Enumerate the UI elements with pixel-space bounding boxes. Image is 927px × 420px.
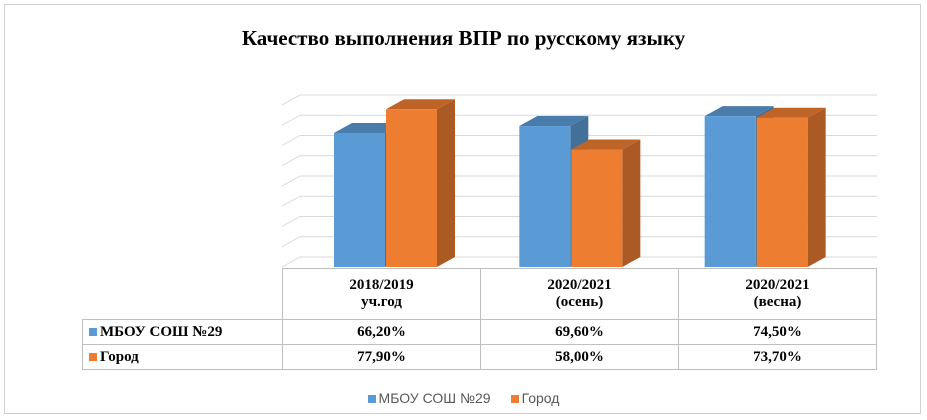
category-label: 2018/2019 уч.год: [349, 277, 414, 310]
legend-key: [510, 395, 519, 403]
table-category: 2018/2019 уч.год: [282, 268, 481, 320]
value-label: 74,50%: [678, 319, 877, 345]
grid-line: [281, 236, 877, 248]
table-category: 2020/2021 (осень): [480, 268, 679, 320]
table-row: МБОУ СОШ №29 66,20% 69,60% 74,50%: [82, 319, 877, 345]
grid-line: [281, 175, 877, 187]
bar: [386, 109, 437, 267]
grid-line: [281, 114, 877, 126]
table-series: МБОУ СОШ №29: [82, 319, 283, 345]
legend-label: МБОУ СОШ №29: [378, 390, 491, 406]
legend: МБОУ СОШ №29 Город: [0, 390, 927, 406]
series-name: Город: [100, 348, 139, 365]
chart-frame: [4, 4, 921, 414]
table-category: 2020/2021 (весна): [678, 268, 877, 320]
bar-top: [386, 99, 455, 110]
grid-line: [281, 94, 877, 106]
table-row: Город 77,90% 58,00% 73,70%: [82, 344, 877, 370]
table-corner: [82, 268, 283, 320]
value-label: 73,70%: [678, 344, 877, 370]
grid-line: [281, 256, 877, 268]
bar: [756, 117, 808, 267]
bar: [334, 132, 385, 267]
bar: [704, 116, 756, 267]
legend-item: Город: [510, 390, 560, 406]
chart-title: Качество выполнения ВПР по русскому язык…: [241, 26, 686, 50]
bar-top: [704, 106, 774, 117]
legend-key: [367, 395, 376, 403]
grid-line: [281, 195, 877, 207]
legend-key: [89, 327, 97, 336]
bar: [519, 126, 571, 267]
bar-side: [437, 99, 455, 267]
value-label: 66,20%: [282, 319, 481, 345]
legend-item: МБОУ СОШ №29: [367, 390, 491, 406]
legend-key: [89, 352, 97, 361]
bar-side: [622, 139, 641, 267]
table-header-row: 2018/2019 уч.год 2020/2021 (осень) 2020/20…: [82, 268, 877, 320]
grid-line: [281, 155, 877, 167]
value-label: 69,60%: [480, 319, 679, 345]
bar-top: [571, 139, 641, 150]
table-series: Город: [82, 344, 283, 370]
category-label: 2020/2021 (осень): [547, 277, 612, 310]
legend-label: Город: [521, 390, 560, 406]
series-name: МБОУ СОШ №29: [100, 323, 223, 340]
category-label: 2020/2021 (весна): [745, 277, 810, 310]
grid-line: [281, 216, 877, 227]
bar: [571, 149, 623, 267]
value-label: 58,00%: [480, 344, 679, 370]
bar-side: [807, 107, 826, 267]
value-label: 77,90%: [282, 344, 481, 370]
bar-top: [334, 122, 403, 133]
grid-line: [281, 135, 877, 146]
bar-top: [756, 107, 826, 118]
bar-top: [519, 116, 589, 127]
data-table: 2018/2019 уч.год 2020/2021 (осень) 2020/20…: [82, 268, 877, 370]
